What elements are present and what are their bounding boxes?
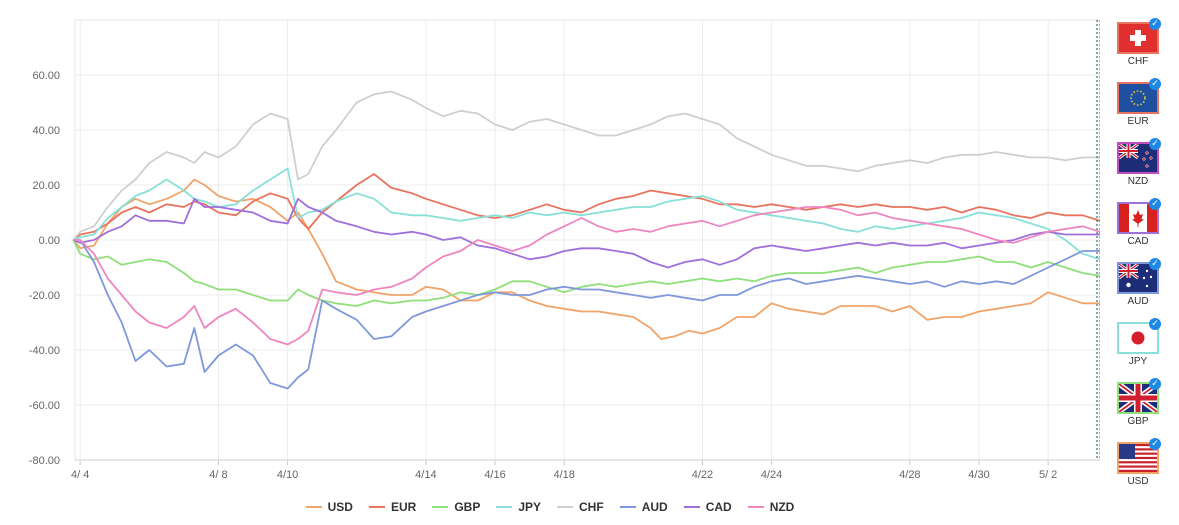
legend-label: USD <box>327 500 353 514</box>
series-line-nzd <box>73 206 1100 346</box>
y-tick-label: -60.00 <box>29 400 60 412</box>
currency-label: EUR <box>1127 116 1149 127</box>
legend-swatch <box>432 506 449 508</box>
x-tick-label: 4/ 4 <box>71 469 89 481</box>
series-line-chf <box>72 90 1100 241</box>
series-lines <box>72 90 1100 390</box>
check-icon: ✓ <box>1149 18 1161 30</box>
legend-item-aud[interactable]: AUD <box>619 500 668 514</box>
x-tick-label: 4/28 <box>899 469 920 481</box>
y-tick-label: 0.00 <box>39 235 60 247</box>
currency-label: AUD <box>1127 296 1149 307</box>
legend-label: NZD <box>769 500 795 514</box>
currency-toggle-nzd[interactable]: ✓ NZD <box>1112 138 1164 194</box>
x-tick-label: 4/30 <box>968 469 989 481</box>
series-line-aud <box>73 239 1100 390</box>
y-tick-label: -40.00 <box>29 345 60 357</box>
series-line-usd <box>72 178 1100 340</box>
legend-item-usd[interactable]: USD <box>305 500 353 514</box>
x-tick-label: 5/ 2 <box>1039 469 1057 481</box>
legend-swatch <box>683 506 700 508</box>
x-tick-label: 4/14 <box>415 469 436 481</box>
legend-swatch <box>747 506 764 508</box>
series-line-jpy <box>72 167 1100 261</box>
currency-label: NZD <box>1127 176 1149 187</box>
legend-item-eur[interactable]: EUR <box>368 500 417 514</box>
flag-new-zealand-icon <box>1119 144 1157 172</box>
legend-swatch <box>305 506 322 508</box>
chart-legend: USD EUR GBP JPY CHF AUD CAD NZD <box>0 495 1100 519</box>
currency-label: CAD <box>1127 236 1149 247</box>
strength-chart: 60.00 40.00 20.00 0.00 -20.00 -40.00 -60.00 -80… <box>29 19 1100 481</box>
currency-label: USD <box>1127 476 1149 487</box>
x-tick-label: 4/ 8 <box>209 469 227 481</box>
x-tick-label: 4/22 <box>692 469 713 481</box>
series-line-cad <box>72 197 1100 269</box>
legend-label: JPY <box>518 500 542 514</box>
legend-swatch <box>557 506 574 508</box>
x-tick-label: 4/10 <box>277 469 298 481</box>
currency-label: CHF <box>1127 56 1149 67</box>
currency-selector: ✓ CHF ✓ EUR ✓ NZD ✓ CAD ✓ AUD <box>1112 18 1172 498</box>
check-icon: ✓ <box>1149 198 1161 210</box>
legend-item-jpy[interactable]: JPY <box>496 500 541 514</box>
series-line-gbp <box>72 239 1100 307</box>
x-tick-label: 4/16 <box>484 469 505 481</box>
y-tick-label: 20.00 <box>32 180 60 192</box>
currency-toggle-chf[interactable]: ✓ CHF <box>1112 18 1164 74</box>
check-icon: ✓ <box>1149 138 1161 150</box>
check-icon: ✓ <box>1149 258 1161 270</box>
legend-label: AUD <box>641 500 668 514</box>
check-icon: ✓ <box>1149 438 1161 450</box>
check-icon: ✓ <box>1149 378 1161 390</box>
legend-swatch <box>619 506 636 508</box>
legend-item-gbp[interactable]: GBP <box>432 500 480 514</box>
y-tick-label: -20.00 <box>29 290 60 302</box>
legend-label: CHF <box>579 500 604 514</box>
y-axis-ticks: 60.00 40.00 20.00 0.00 -20.00 -40.00 -60.00 -80… <box>29 70 60 467</box>
legend-label: CAD <box>705 500 732 514</box>
series-line-eur <box>72 173 1100 241</box>
currency-toggle-usd[interactable]: ✓ USD <box>1112 438 1164 494</box>
legend-item-cad[interactable]: CAD <box>683 500 732 514</box>
legend-label: GBP <box>454 500 481 514</box>
check-icon: ✓ <box>1149 78 1161 90</box>
currency-toggle-jpy[interactable]: ✓ JPY <box>1112 318 1164 374</box>
x-axis-ticks: 4/ 4 4/ 8 4/10 4/14 4/16 4/18 4/22 4/24 4/28 4/30… <box>71 469 1057 481</box>
x-tick-label: 4/18 <box>553 469 574 481</box>
legend-item-chf[interactable]: CHF <box>557 500 604 514</box>
currency-toggle-gbp[interactable]: ✓ GBP <box>1112 378 1164 434</box>
chart-grid <box>74 19 1100 465</box>
y-tick-label: 40.00 <box>32 125 60 137</box>
currency-label: JPY <box>1128 356 1148 367</box>
currency-toggle-eur[interactable]: ✓ EUR <box>1112 78 1164 134</box>
x-tick-label: 4/24 <box>761 469 782 481</box>
currency-label: GBP <box>1127 416 1149 427</box>
y-tick-label: 60.00 <box>32 70 60 82</box>
legend-label: EUR <box>390 500 417 514</box>
check-icon: ✓ <box>1149 318 1161 330</box>
legend-swatch <box>368 506 385 508</box>
currency-toggle-cad[interactable]: ✓ CAD <box>1112 198 1164 254</box>
legend-item-nzd[interactable]: NZD <box>747 500 795 514</box>
y-tick-label: -80.00 <box>29 455 60 467</box>
legend-swatch <box>496 506 513 508</box>
currency-toggle-aud[interactable]: ✓ AUD <box>1112 258 1164 314</box>
